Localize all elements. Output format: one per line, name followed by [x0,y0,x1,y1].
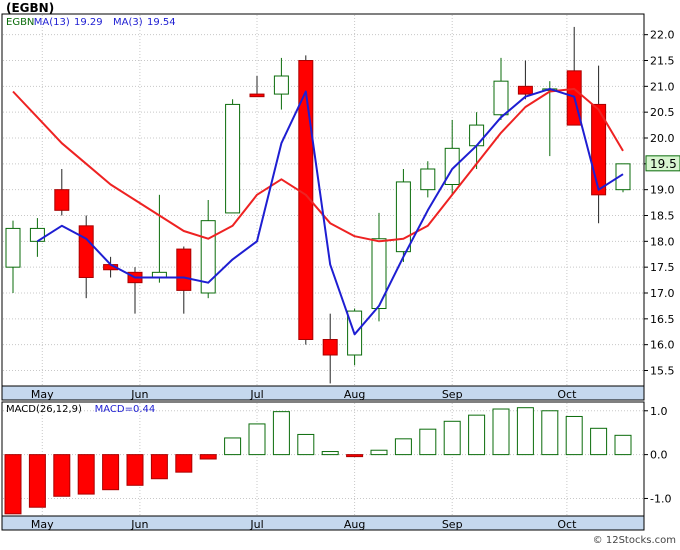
month-label-macd: Aug [344,518,365,531]
price-panel [1,13,645,387]
candle-down [78,225,94,278]
month-label-macd: Jul [249,518,263,531]
macd-bar-negative [102,454,120,491]
price-tick-label: 15.5 [650,365,675,378]
macd-bar-negative [4,454,22,515]
candle-down [54,189,70,211]
macd-month-band [1,515,645,531]
macd-bar-positive [370,449,388,456]
price-tick-label: 17.0 [650,287,675,300]
price-tick-label: 19.0 [650,184,675,197]
price-legend-label: MA(13) [34,17,70,28]
price-tick-label: 21.5 [650,55,675,68]
macd-bar-positive [419,428,437,456]
candle-down [176,248,192,291]
month-label-macd: May [31,518,54,531]
macd-tick-label: -1.0 [650,492,671,505]
month-label-price: Jul [249,388,263,401]
macd-bar-positive [224,437,242,456]
ticker-label: (EGBN) [6,1,55,15]
macd-bar-positive [394,438,412,456]
last-price-label: 19.5 [650,157,677,171]
macd-bar-positive [492,408,510,456]
last-price-tag [645,155,680,172]
price-tick-label: 21.0 [650,80,675,93]
candle-down [591,103,607,196]
macd-bar-negative [346,454,364,458]
macd-bar-positive [443,420,461,456]
macd-legend-label: MACD(26,12,9) [6,404,82,415]
macd-bar-positive [297,433,315,456]
candle-up [371,238,387,309]
candle-up [420,168,436,191]
candle-up [615,163,631,191]
macd-bar-negative [77,454,95,495]
candle-up [29,227,45,242]
candle-up [5,227,21,268]
candle-up [225,103,241,214]
month-label-price: Jun [130,388,148,401]
price-legend-label: MA(3) [113,17,143,28]
macd-bar-positive [565,415,583,456]
month-label-macd: Jun [130,518,148,531]
macd-bar-positive [272,411,290,456]
macd-tick-label: 0.0 [650,449,668,462]
candle-down [517,85,533,95]
candle-up [395,181,411,253]
macd-bar-positive [248,423,266,456]
candle-up [273,75,289,95]
month-label-macd: Sep [442,518,463,531]
month-label-price: Oct [557,388,577,401]
candle-up [200,220,216,294]
watermark: © 12Stocks.com [593,535,676,546]
month-label-price: Aug [344,388,365,401]
candle-down [322,339,338,356]
month-label-macd: Oct [557,518,577,531]
macd-tick-label: 1.0 [650,405,668,418]
macd-legend-label: MACD=0.44 [95,404,156,415]
macd-bar-positive [321,451,339,456]
macd-bar-negative [28,454,46,508]
month-label-price: May [31,388,54,401]
price-tick-label: 18.5 [650,210,675,223]
macd-bars-group [4,407,632,515]
macd-bar-positive [516,407,534,456]
price-legend-value: 19.54 [147,17,176,28]
candle-up [493,80,509,116]
candle-up [469,124,485,147]
month-label-price: Sep [442,388,463,401]
ma-short-line [36,87,624,336]
price-legend-value: 19.29 [74,17,103,28]
macd-bar-positive [468,414,486,456]
price-tick-label: 17.5 [650,261,675,274]
macd-bar-negative [175,454,193,473]
price-tick-label: 16.5 [650,313,675,326]
price-tick-label: 20.0 [650,132,675,145]
macd-bar-positive [590,427,608,456]
macd-bar-positive [614,434,632,456]
macd-bar-negative [199,454,217,460]
price-tick-label: 20.5 [650,106,675,119]
macd-bar-negative [126,454,144,486]
macd-bar-negative [53,454,71,497]
macd-bar-positive [541,410,559,456]
price-legend-label: EGBN [6,17,34,28]
price-month-band [1,385,645,401]
ma-long-line [12,87,624,243]
candle-down [249,93,265,98]
candles-group [5,26,631,384]
price-tick-label: 22.0 [650,29,675,42]
candle-down [298,60,314,340]
macd-bar-negative [150,454,168,480]
price-tick-label: 16.0 [650,339,675,352]
price-tick-label: 18.0 [650,235,675,248]
